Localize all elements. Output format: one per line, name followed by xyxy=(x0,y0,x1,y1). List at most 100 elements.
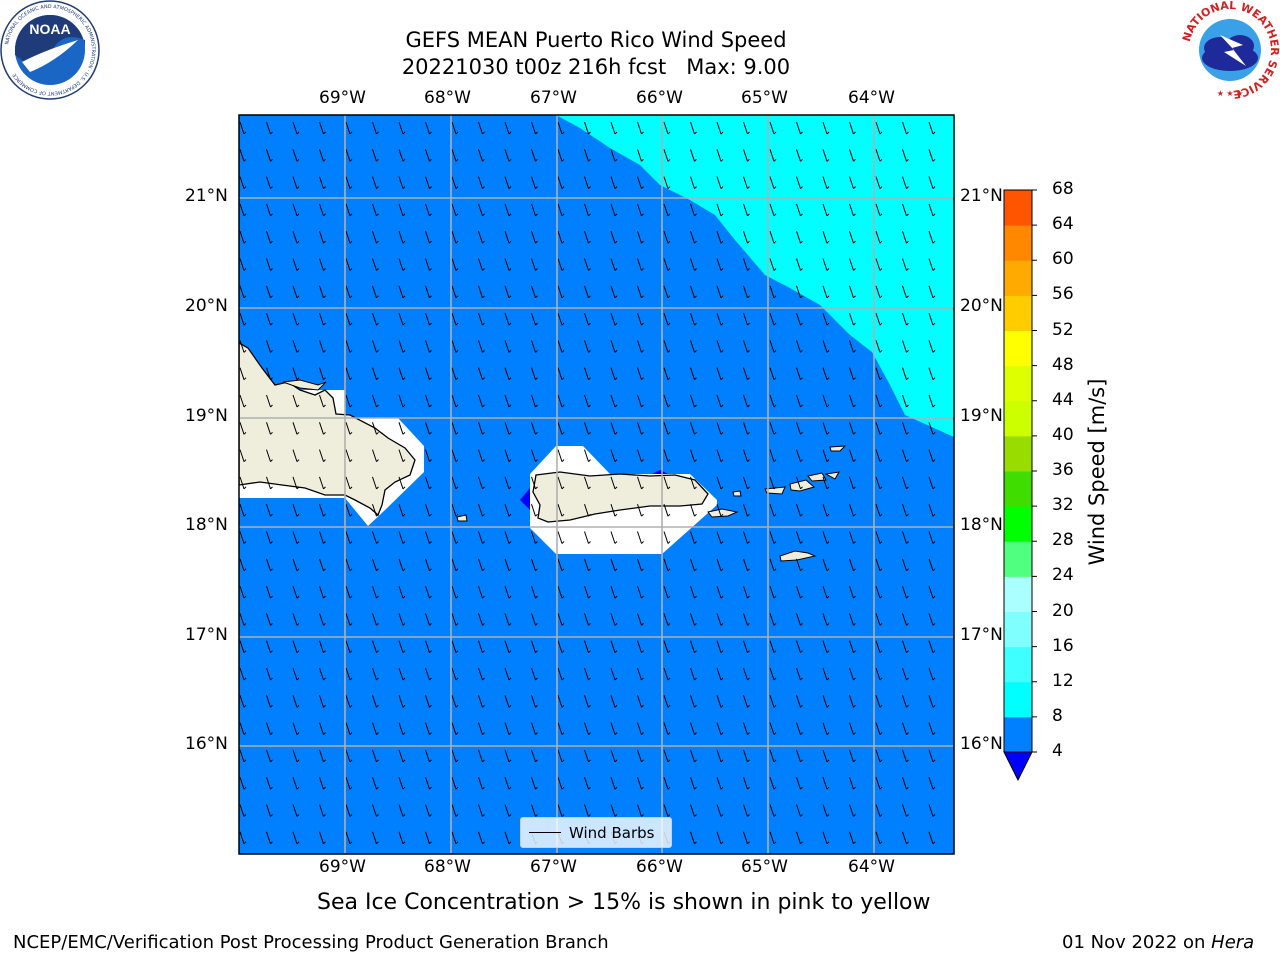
wind-barb-flag xyxy=(853,814,856,817)
wind-barb-flag xyxy=(296,186,300,189)
wind-barb xyxy=(451,504,457,517)
wind-barb xyxy=(902,504,907,517)
lon-label-bottom: 66°W xyxy=(636,857,683,877)
wind-barb xyxy=(425,312,430,326)
wind-barb xyxy=(319,777,324,790)
wind-barb xyxy=(822,121,828,135)
wind-barb-flag xyxy=(694,213,697,217)
wind-barb-flag xyxy=(561,131,565,135)
wind-barb-flag xyxy=(508,322,512,326)
wind-barb xyxy=(372,667,377,681)
wind-barb-flag xyxy=(906,322,909,326)
colorbar-tick-label: 4 xyxy=(1052,741,1063,761)
wind-barb xyxy=(822,831,828,844)
wind-barb xyxy=(398,340,404,353)
wind-barb-flag xyxy=(296,541,300,544)
wind-barb xyxy=(663,176,669,189)
wind-barb-flag xyxy=(853,322,856,326)
wind-barb xyxy=(849,121,854,135)
wind-barb-flag xyxy=(402,268,406,271)
wind-barb xyxy=(266,258,271,271)
wind-barb-flag xyxy=(694,431,697,435)
wind-barb-flag xyxy=(747,759,750,763)
wind-barb-flag xyxy=(932,459,936,462)
wind-barb-flag xyxy=(349,486,353,490)
wind-barb xyxy=(398,203,404,217)
wind-barb xyxy=(716,258,722,271)
wind-barb-flag xyxy=(402,677,406,681)
wind-barb xyxy=(663,777,669,790)
wind-barb-flag xyxy=(243,814,247,817)
wind-barb-flag xyxy=(561,513,565,517)
wind-barb-flag xyxy=(826,732,830,735)
wind-barb xyxy=(504,585,510,599)
wind-barb xyxy=(319,476,324,490)
lon-label-top: 65°W xyxy=(741,88,788,108)
wind-barb-flag xyxy=(800,431,803,435)
wind-barb-flag xyxy=(906,677,909,681)
wind-barb-flag xyxy=(323,158,326,162)
wind-barb xyxy=(398,777,404,790)
wind-barb-flag xyxy=(932,240,936,244)
wind-barb xyxy=(584,231,589,244)
wind-barb-flag xyxy=(296,268,300,271)
wind-barb xyxy=(743,504,748,517)
wind-barb-flag xyxy=(879,404,883,408)
wind-barb-flag xyxy=(588,541,591,544)
wind-barb xyxy=(928,285,934,298)
wind-barb-flag xyxy=(879,186,883,189)
wind-barb-flag xyxy=(879,541,883,544)
wind-barb xyxy=(292,121,298,135)
wind-barb xyxy=(239,449,245,462)
wind-barb-flag xyxy=(296,513,300,517)
wind-barb xyxy=(716,312,722,326)
wind-barb xyxy=(372,449,377,462)
wind-barb-flag xyxy=(826,240,830,244)
wind-barb xyxy=(902,777,907,790)
wind-barb-flag xyxy=(826,759,830,763)
wind-barb-flag xyxy=(429,759,432,763)
wind-barb xyxy=(875,667,881,681)
wind-barb-flag xyxy=(720,650,724,654)
wind-barb-flag xyxy=(588,732,591,735)
wind-barb-flag xyxy=(614,431,618,435)
wind-barb xyxy=(663,149,669,162)
wind-barb-flag xyxy=(508,131,512,135)
wind-barb-flag xyxy=(773,158,777,162)
wind-barb-flag xyxy=(402,568,406,572)
wind-barb xyxy=(372,394,377,408)
wind-barb-flag xyxy=(773,732,777,735)
wind-barb-flag xyxy=(323,213,326,217)
wind-barb-flag xyxy=(349,814,353,817)
wind-barb xyxy=(266,149,271,162)
wind-barb-flag xyxy=(588,759,591,763)
wind-barb xyxy=(425,449,430,462)
wind-barb-flag xyxy=(694,650,697,654)
wind-barb-flag xyxy=(773,377,777,381)
wind-barb xyxy=(398,367,404,380)
wind-barb xyxy=(425,504,430,517)
wind-barb-flag xyxy=(747,732,750,735)
wind-barb-flag xyxy=(508,513,512,517)
wind-barb xyxy=(425,749,430,763)
wind-barb xyxy=(849,449,854,462)
wind-barb-flag xyxy=(455,786,459,790)
wind-barb-flag xyxy=(826,513,830,517)
wind-barb xyxy=(319,667,324,681)
wind-barb xyxy=(372,585,377,599)
wind-barb-flag xyxy=(296,650,300,654)
wind-barb-flag xyxy=(561,158,565,162)
wind-barb xyxy=(743,121,748,135)
wind-barb-flag xyxy=(667,786,671,790)
wind-barb xyxy=(902,312,907,326)
wind-barb-flag xyxy=(906,131,909,135)
wind-barb xyxy=(425,176,430,189)
wind-barb xyxy=(849,640,854,653)
wind-barb-flag xyxy=(800,268,803,271)
wind-barb-flag xyxy=(243,704,247,708)
wind-barb-flag xyxy=(296,841,300,845)
wind-barb-flag xyxy=(800,786,803,790)
wind-barb xyxy=(796,121,801,135)
wind-barb xyxy=(769,667,775,681)
